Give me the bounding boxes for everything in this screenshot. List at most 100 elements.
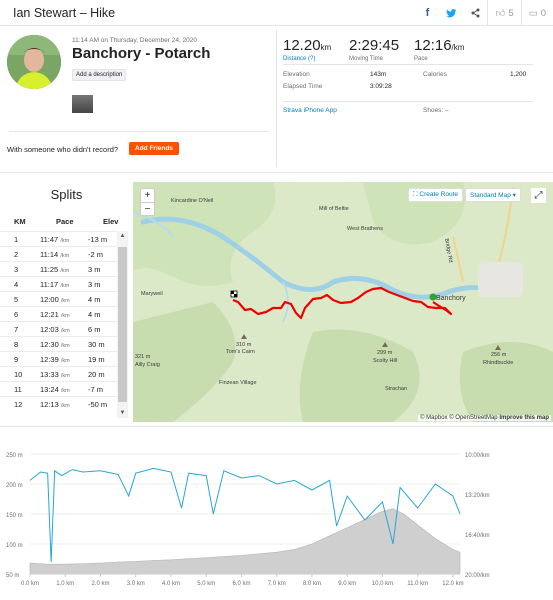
table-row[interactable]: 1 11:47 /km -13 m (0, 231, 117, 246)
add-description-button[interactable]: Add a description (72, 69, 127, 81)
map-label: 299 m (377, 350, 393, 356)
activity-header: Ian Stewart – Hike f 👍︎ 5 ▭ 0 (0, 0, 553, 26)
split-pace: 11:14 /km (40, 250, 70, 259)
pace-unit: /km (451, 43, 465, 52)
map-canvas (133, 182, 553, 422)
comment-icon: ▭ (528, 7, 538, 19)
split-pace: 11:25 /km (40, 265, 70, 274)
split-km: 10 (14, 370, 23, 379)
moving-time-label: Moving Time (349, 56, 384, 62)
map-label: Scolty Hill (373, 358, 398, 364)
table-row[interactable]: 2 11:14 /km -2 m (0, 246, 117, 261)
table-row[interactable]: 8 12:30 /km 30 m (0, 336, 117, 351)
route-icon: ⛶ (413, 191, 418, 198)
table-row[interactable]: 7 12:03 /km 6 m (0, 321, 117, 336)
activity-title: Banchory - Potarch (72, 45, 211, 62)
zoom-out-button[interactable]: − (141, 202, 154, 215)
avatar[interactable] (7, 35, 61, 89)
table-row[interactable]: 6 12:21 /km 4 m (0, 306, 117, 321)
y-left-tick-label: 150 m (6, 513, 23, 519)
chevron-down-icon: ▾ (512, 192, 516, 199)
map-label: 310 m (236, 342, 252, 348)
table-row[interactable]: 4 11:17 /km 3 m (0, 276, 117, 291)
kudos-button[interactable]: 👍︎ 5 (487, 0, 520, 26)
improve-map-link[interactable]: Improve this map (499, 415, 549, 421)
moving-time-stat: 2:29:45 Moving Time (349, 37, 399, 62)
split-elev: 4 m (88, 310, 101, 319)
x-tick-label: 10.0 km (372, 581, 393, 587)
pace-stat: 12:16/km Pace (414, 37, 464, 62)
kudos-count: 5 (508, 7, 514, 19)
split-km: 8 (14, 340, 19, 349)
y-right-tick-label: 10:00/km (465, 453, 490, 459)
scroll-up-icon[interactable]: ▲ (119, 233, 126, 239)
table-row[interactable]: 12 12:13 /km -50 m (0, 396, 117, 411)
split-elev: -2 m (88, 250, 103, 259)
split-pace: 12:21 /km (40, 310, 70, 319)
zoom-in-button[interactable]: + (144, 190, 151, 201)
km-column-header: KM (14, 217, 26, 226)
split-pace: 13:24 /km (40, 385, 70, 394)
table-row[interactable]: 3 11:25 /km 3 m (0, 261, 117, 276)
split-pace: 12:30 /km (40, 340, 70, 349)
split-km: 1 (14, 235, 19, 244)
pace-value: 12:16 (414, 37, 452, 54)
x-tick-label: 2.0 km (91, 581, 109, 587)
splits-scrollbar[interactable]: ▲ ▼ (117, 231, 128, 418)
split-pace: 11:17 /km (40, 280, 70, 289)
splits-title: Splits (50, 187, 83, 202)
split-pace: 12:39 /km (40, 355, 70, 364)
chart-svg: 250 m 200 m 150 m 100 m 50 m 10:00/km 13:20/km… (6, 453, 490, 587)
map-label: 321 m (135, 354, 151, 360)
scrollbar-thumb[interactable] (118, 247, 127, 402)
table-row[interactable]: 9 12:39 /km 19 m (0, 351, 117, 366)
elev-column-header: Elev (103, 217, 119, 226)
divider (0, 426, 553, 427)
facebook-share-icon[interactable]: f (425, 7, 430, 19)
x-tick-label: 6.0 km (232, 581, 250, 587)
map-label: Finzean Village (219, 380, 257, 386)
zoom-control: + − (140, 188, 155, 216)
splits-panel: Splits KM Pace Elev 1 11:47 /km -13 m 2 11:1… (0, 182, 133, 422)
splits-table: 1 11:47 /km -13 m 2 11:14 /km -2 m 3 11:25 /km 3… (0, 231, 117, 411)
activity-date: 11:14 AM on Thursday, December 24, 2020 (72, 37, 198, 44)
distance-label[interactable]: Distance (?) (283, 56, 316, 62)
x-tick-label: 7.0 km (268, 581, 286, 587)
distance-value: 12.20 (283, 37, 321, 54)
split-km: 6 (14, 310, 19, 319)
x-tick-label: 9.0 km (338, 581, 356, 587)
route-map[interactable]: Kincardine O'Neil Mill of Beltie West Br… (133, 182, 553, 422)
map-style-select[interactable]: Standard Map ▾ (465, 188, 521, 202)
scroll-down-icon[interactable]: ▼ (119, 410, 126, 416)
map-label: Tom's Cairn (226, 349, 255, 355)
y-right-tick-label: 13:20/km (465, 493, 490, 499)
table-row[interactable]: 10 13:33 /km 20 m (0, 366, 117, 381)
table-row[interactable]: 5 12:00 /km 4 m (0, 291, 117, 306)
elapsed-time-label: Elapsed Time (283, 83, 323, 90)
y-left-tick-label: 250 m (6, 453, 23, 459)
create-route-button[interactable]: ⛶ Create Route (408, 188, 464, 202)
device-link[interactable]: Strava iPhone App (283, 107, 337, 114)
split-pace: 12:00 /km (40, 295, 70, 304)
x-tick-label: 8.0 km (303, 581, 321, 587)
map-label: Kincardine O'Neil (171, 198, 214, 204)
twitter-share-icon[interactable] (439, 0, 463, 26)
divider (276, 30, 277, 167)
shoes-info: Shoes: – (423, 107, 449, 114)
table-row[interactable]: 11 13:24 /km -7 m (0, 381, 117, 396)
distance-unit: km (320, 43, 332, 52)
elevation-value: 143m (370, 71, 387, 78)
activity-photo[interactable] (72, 95, 93, 113)
elevation-pace-chart[interactable]: 250 m 200 m 150 m 100 m 50 m 10:00/km 13:20/km… (0, 438, 553, 600)
x-tick-label: 5.0 km (197, 581, 215, 587)
fullscreen-icon[interactable]: ⤢ (531, 188, 546, 203)
split-elev: 3 m (88, 280, 101, 289)
share-icon[interactable] (463, 0, 487, 26)
split-elev: 19 m (88, 355, 105, 364)
comments-button[interactable]: ▭ 0 (520, 0, 553, 26)
map-label: West Brathens (347, 226, 383, 232)
y-left-tick-label: 100 m (6, 543, 23, 549)
split-pace: 13:33 /km (40, 370, 70, 379)
moving-time-value: 2:29:45 (349, 37, 400, 54)
add-friends-button[interactable]: Add Friends (129, 142, 179, 155)
